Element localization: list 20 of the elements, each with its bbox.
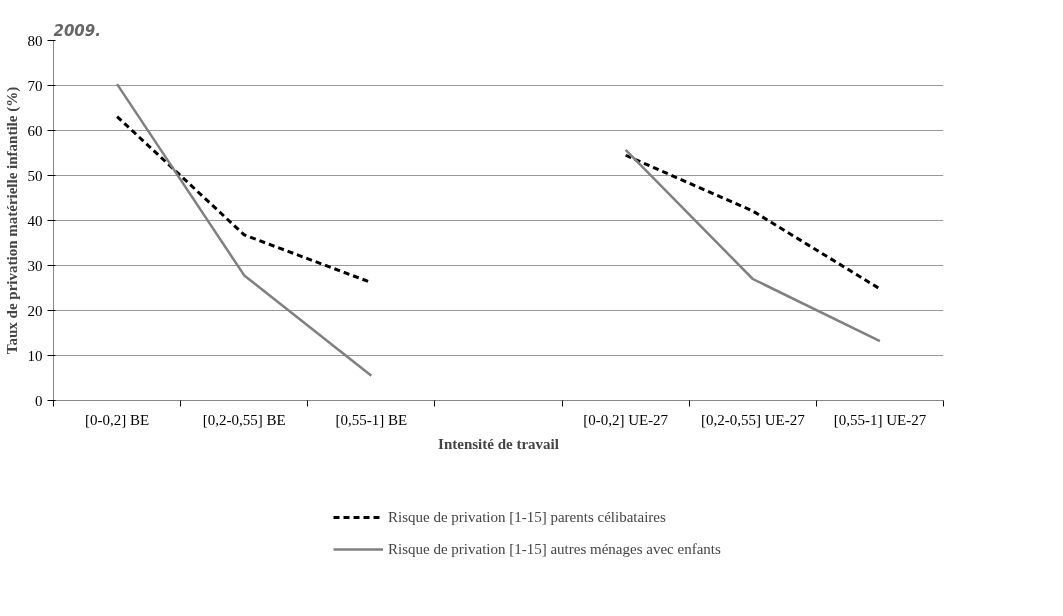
legend-label: Risque de privation [1-15] parents célibataires	[388, 508, 666, 526]
y-tick-label: 70	[27, 77, 43, 94]
x-tick-label: [0,2-0,55] BE	[202, 411, 286, 428]
y-tick-label: 40	[27, 212, 43, 229]
x-tick-label: [0,55-1] UE-27	[833, 411, 927, 428]
y-tick-label: 80	[27, 32, 43, 49]
y-tick-label: 0	[35, 392, 43, 409]
chart-title: 2009.	[53, 21, 101, 40]
y-tick-label: 30	[27, 257, 43, 274]
x-axis-title: Intensité de travail	[438, 435, 559, 452]
x-tick-label: [0,55-1] BE	[335, 411, 408, 428]
legend-label: Risque de privation [1-15] autres ménages avec enfants	[388, 540, 721, 558]
y-tick-label: 50	[27, 167, 43, 184]
y-axis-title: Taux de privation matérielle infantile (%)	[3, 86, 21, 355]
y-tick-label: 10	[27, 347, 43, 364]
y-tick-label: 60	[27, 122, 43, 139]
y-tick-label: 20	[27, 302, 43, 319]
x-tick-label: [0-0,2] BE	[85, 411, 150, 428]
x-tick-label: [0-0,2] UE-27	[583, 411, 669, 428]
x-tick-label: [0,2-0,55] UE-27	[700, 411, 806, 428]
